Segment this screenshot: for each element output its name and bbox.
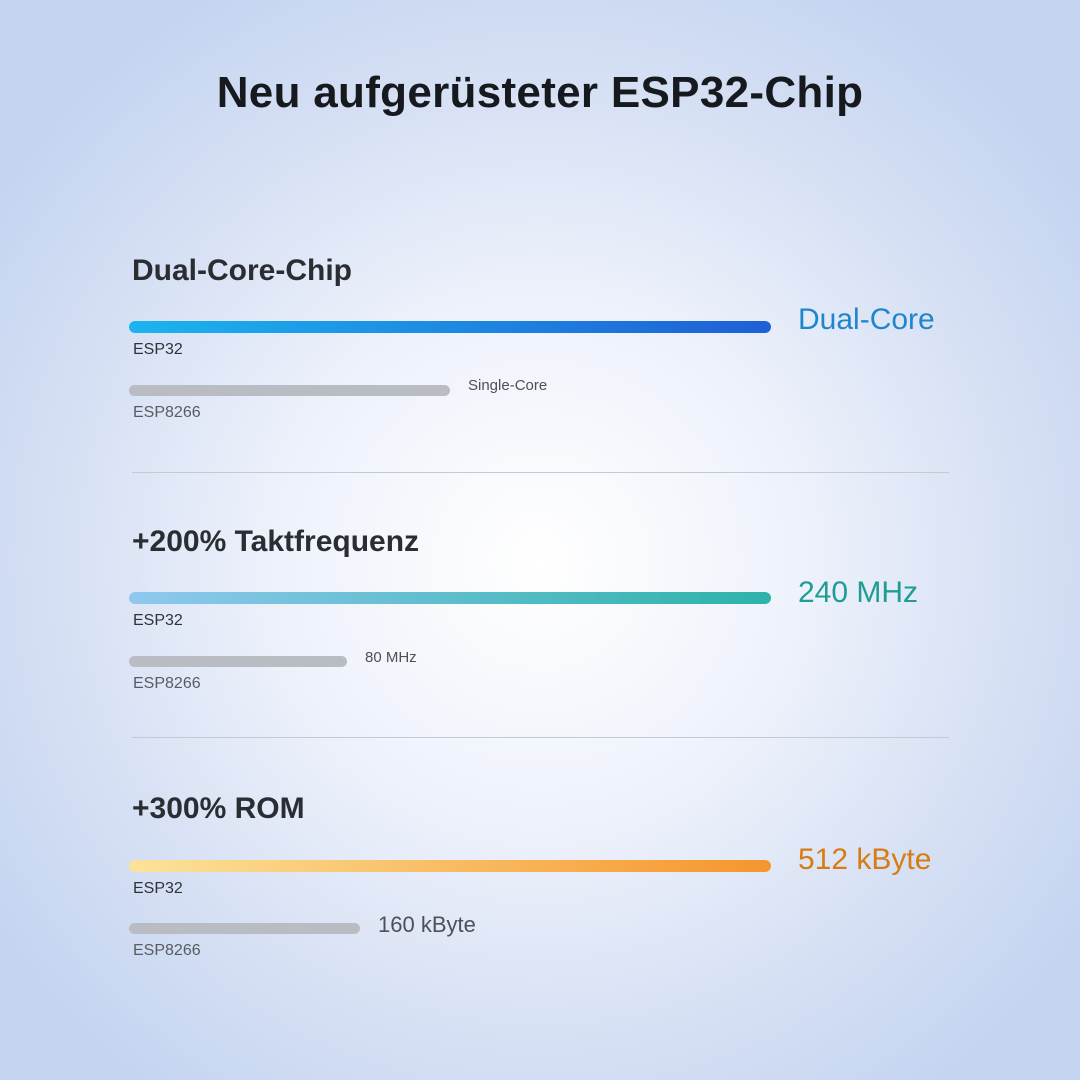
esp8266-value: Single-Core	[468, 377, 548, 394]
esp32-label: ESP32	[133, 612, 183, 629]
esp32-value: Dual-Core	[798, 303, 935, 336]
section-clock-speed: +200% Taktfrequenz 240 MHz ESP32 80 MHz …	[0, 525, 1080, 765]
esp8266-label: ESP8266	[133, 404, 201, 421]
esp8266-value: 80 MHz	[365, 649, 417, 666]
esp32-value: 512 kByte	[798, 843, 932, 876]
esp8266-value: 160 kByte	[378, 912, 476, 937]
esp32-value: 240 MHz	[798, 576, 919, 609]
section-heading: +200% Taktfrequenz	[132, 525, 420, 558]
esp32-bar	[129, 592, 771, 604]
section-heading: +300% ROM	[132, 792, 305, 825]
esp8266-label: ESP8266	[133, 942, 201, 959]
esp32-label: ESP32	[133, 341, 183, 358]
section-heading: Dual-Core-Chip	[132, 254, 352, 287]
esp32-bar	[129, 321, 771, 333]
section-rom: +300% ROM 512 kByte ESP32 160 kByte ESP8…	[0, 792, 1080, 1032]
esp32-bar	[129, 860, 771, 872]
esp32-label: ESP32	[133, 880, 183, 897]
esp8266-bar	[129, 923, 360, 934]
esp8266-bar	[129, 656, 347, 667]
esp8266-label: ESP8266	[133, 675, 201, 692]
section-dual-core: Dual-Core-Chip Dual-Core ESP32 Single-Co…	[0, 254, 1080, 494]
section-divider	[132, 737, 949, 738]
page-title: Neu aufgerüsteter ESP32-Chip	[216, 68, 864, 117]
section-divider	[132, 472, 949, 473]
esp8266-bar	[129, 385, 450, 396]
